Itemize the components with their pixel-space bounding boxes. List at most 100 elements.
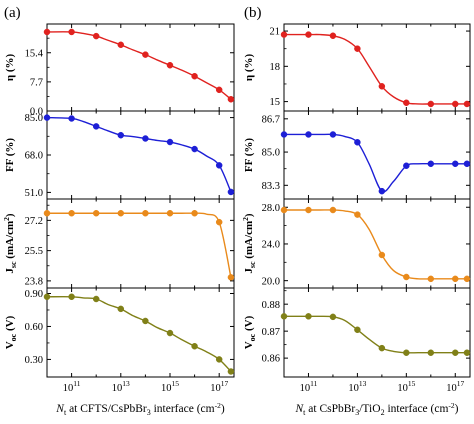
x-label-end: ) <box>221 403 225 415</box>
data-point-ff <box>403 162 410 170</box>
x-tick-exp: 11 <box>73 379 80 388</box>
data-point-ff <box>354 139 361 146</box>
y-axis-label-sub: sc <box>248 261 257 268</box>
axes-frame <box>46 23 235 112</box>
data-point-ff <box>378 187 386 195</box>
data-point-jsc <box>403 273 410 281</box>
data-point-ff <box>92 123 100 130</box>
y-tick-label: 18 <box>270 62 281 73</box>
y-axis-label-sup: 2 <box>241 217 250 221</box>
axes-frame <box>283 287 471 378</box>
data-point-eta <box>378 83 386 90</box>
data-point-ff <box>463 160 471 168</box>
data-point-voc <box>43 293 51 301</box>
data-point-eta <box>142 51 149 58</box>
x-tick-exp: 17 <box>221 379 229 388</box>
y-axis-label-end: ) <box>243 213 255 217</box>
y-axis-label-unit: (V) <box>243 315 255 333</box>
y-tick-label: 7.7 <box>30 77 43 88</box>
x-tick-label: 1013 <box>112 379 130 394</box>
axes-frame <box>283 110 471 200</box>
y-tick-label: 0.0 <box>30 107 43 118</box>
data-point-voc <box>463 349 471 356</box>
data-point-voc <box>166 329 174 337</box>
y-tick-label: 25.5 <box>25 246 43 257</box>
y-tick-label: 86.7 <box>262 114 280 125</box>
data-point-voc <box>329 313 337 321</box>
y-axis-label-sup: 2 <box>2 217 11 221</box>
x-tick-exp: 11 <box>310 379 317 388</box>
series-line-eta <box>284 33 467 105</box>
x-tick-exp: 15 <box>408 379 416 388</box>
data-point-voc <box>191 342 198 350</box>
series-line-ff <box>283 133 467 193</box>
x-label-text3: interface (cm <box>385 403 449 415</box>
panel-label-b: (b) <box>244 5 262 21</box>
y-tick-label: 21 <box>270 27 281 38</box>
subplot-voc: 0.30 0.60 0.90 Voc (V) <box>4 287 235 378</box>
y-tick-label: 0.88 <box>262 300 280 311</box>
y-axis-label-main: FF (%) <box>4 138 16 172</box>
data-point-eta <box>215 86 223 94</box>
x-tick-exp: 13 <box>122 379 130 388</box>
y-tick-label: 0.60 <box>25 322 43 333</box>
x-tick-exp: 13 <box>359 379 367 388</box>
data-point-voc <box>215 356 223 363</box>
subplot-eta: 15 18 21 η (%) <box>243 23 471 112</box>
y-tick-label: 15.4 <box>25 48 44 59</box>
data-point-ff <box>329 131 337 138</box>
x-label-sub3: 2 <box>381 408 385 417</box>
data-point-voc <box>305 313 312 320</box>
x-tick-base: 10 <box>210 383 221 394</box>
y-axis-label: η (%) <box>4 54 16 82</box>
subplot-jsc: 20.0 24.0 28.0 Jsc (mA/cm2) <box>241 198 471 289</box>
x-label-sub: t <box>303 408 306 417</box>
data-point-eta <box>68 28 75 36</box>
data-point-ff <box>68 115 75 122</box>
panel-label-a: (a) <box>4 5 21 21</box>
x-label-text2: interface (cm <box>151 403 215 415</box>
series-line-jsc <box>46 212 232 278</box>
x-tick-base: 10 <box>446 383 457 394</box>
data-point-voc <box>280 313 288 320</box>
data-point-voc <box>227 368 235 375</box>
charts-area: 0.0 7.7 15.4 η (%) 51.0 68.0 85.0 FF (%) 23.8 25.… <box>2 23 471 417</box>
y-tick-label: 27.2 <box>25 216 43 227</box>
y-axis-label-main: η (%) <box>4 54 16 82</box>
y-axis-label: FF (%) <box>243 138 255 172</box>
data-point-eta <box>117 41 125 49</box>
data-point-ff <box>305 131 312 138</box>
data-point-ff <box>43 114 51 121</box>
subplot-jsc: 23.8 25.5 27.2 Jsc (mA/cm2) <box>2 198 235 289</box>
data-point-jsc <box>215 218 223 226</box>
axes-frame <box>283 23 471 112</box>
y-tick-label: 85.0 <box>262 148 280 159</box>
y-tick-label: 0.86 <box>262 354 280 365</box>
data-point-jsc <box>227 274 235 281</box>
panel-a: 0.0 7.7 15.4 η (%) 51.0 68.0 85.0 FF (%) 23.8 25.… <box>2 23 235 417</box>
data-point-jsc <box>427 275 435 283</box>
y-tick-label: 0.30 <box>25 355 43 366</box>
x-tick-label: 1011 <box>300 379 318 394</box>
x-label-text2: /TiO <box>359 403 380 415</box>
x-label-sup: -2 <box>448 401 454 410</box>
data-point-ff <box>452 160 459 168</box>
data-point-jsc <box>191 209 198 217</box>
y-tick-label: 28.0 <box>262 203 280 214</box>
x-tick-base: 10 <box>300 383 311 394</box>
data-point-ff <box>215 162 223 169</box>
series-line-ff <box>46 116 232 193</box>
y-axis-label: η (%) <box>243 54 255 82</box>
y-axis-label-unit: (V) <box>4 315 16 333</box>
axes-frame <box>46 198 235 289</box>
data-point-ff <box>427 160 435 168</box>
y-axis-label-unit: (mA/cm <box>4 221 16 262</box>
data-point-jsc <box>354 211 361 218</box>
y-tick-label: 83.3 <box>262 181 280 192</box>
y-axis-label: Jsc (mA/cm2) <box>2 213 18 274</box>
x-label-sub2: 3 <box>355 408 359 417</box>
y-axis-label-main: η (%) <box>243 54 255 82</box>
data-point-jsc <box>378 251 386 259</box>
x-label-sub2: 3 <box>147 408 151 417</box>
y-axis-label-sub: oc <box>248 333 257 341</box>
